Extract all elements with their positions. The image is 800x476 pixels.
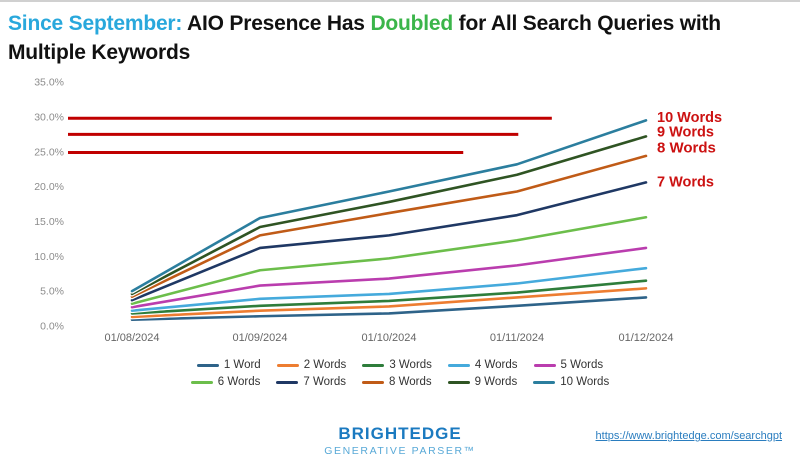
legend-item-2-words: 2 Words <box>276 359 347 371</box>
legend-swatch-4-words <box>447 363 470 367</box>
series-line-3-words <box>130 279 648 315</box>
x-axis-tick-label: 01/10/2024 <box>361 332 416 344</box>
legend-swatch-6-words <box>190 380 213 384</box>
annotation-label-8-words: 8 Words <box>657 140 716 157</box>
legend-swatch-10-words <box>533 380 556 384</box>
title-line: Since September: AIO Presence Has Double… <box>8 9 790 38</box>
annotation-label-10-words: 10 Words <box>657 110 722 126</box>
legend-item-3-words: 3 Words <box>362 359 432 371</box>
legend-item-6-words: 6 Words <box>190 376 261 388</box>
legend-label-1-word: 1 Word <box>223 359 261 371</box>
legend-label-10-words: 10 Words <box>560 376 610 388</box>
y-axis-tick-label: 5.0% <box>40 286 64 298</box>
chart-legend: 1 Word 2 Words 3 Words 4 Words 5 Words 6 Word… <box>0 359 800 388</box>
y-axis-tick-label: 0.0% <box>40 321 64 333</box>
legend-swatch-7-words <box>276 380 299 384</box>
series-line-5-words <box>130 246 648 309</box>
y-axis-tick-label: 10.0% <box>34 251 64 263</box>
legend-swatch-9-words <box>447 380 470 384</box>
series-line-2-words <box>130 287 648 319</box>
legend-item-4-words: 4 Words <box>447 359 518 371</box>
series-line-4-words <box>130 266 648 312</box>
title-line: Multiple Keywords <box>8 38 790 67</box>
y-axis-tick-label: 25.0% <box>34 146 64 158</box>
page-title: Since September: AIO Presence Has Double… <box>0 2 800 67</box>
legend-item-8-words: 8 Words <box>361 376 432 388</box>
legend-item-5-words: 5 Words <box>533 359 604 371</box>
legend-label-2-words: 2 Words <box>303 359 347 371</box>
title-segment: Doubled <box>370 12 454 35</box>
legend-label-5-words: 5 Words <box>560 359 604 371</box>
legend-label-3-words: 3 Words <box>389 359 432 371</box>
legend-row: 1 Word 2 Words 3 Words 4 Words 5 Words <box>196 359 604 371</box>
legend-label-8-words: 8 Words <box>388 376 432 388</box>
x-axis-tick-label: 01/09/2024 <box>232 332 287 344</box>
series-line-8-words <box>130 154 648 299</box>
series-line-9-words <box>130 135 648 296</box>
series-line-1-word <box>130 296 648 322</box>
title-segment: for All Search Queries with <box>453 12 721 35</box>
legend-item-9-words: 9 Words <box>447 376 518 388</box>
brand-name: BRIGHTEDGE <box>338 424 462 443</box>
legend-item-10-words: 10 Words <box>533 376 609 388</box>
y-axis-tick-label: 20.0% <box>34 181 64 193</box>
y-axis-tick-label: 30.0% <box>34 111 64 123</box>
legend-label-6-words: 6 Words <box>217 376 261 388</box>
y-axis-tick-label: 15.0% <box>34 216 64 228</box>
series-line-6-words <box>130 215 648 305</box>
annotation-label-7-words: 7 Words <box>657 175 714 191</box>
legend-label-4-words: 4 Words <box>474 359 518 371</box>
x-axis-tick-label: 01/08/2024 <box>104 332 159 344</box>
footer-link[interactable]: https://www.brightedge.com/searchgpt <box>595 430 782 442</box>
legend-label-9-words: 9 Words <box>474 376 518 388</box>
legend-row: 6 Words 7 Words 8 Words 9 Words 10 Words <box>190 376 609 388</box>
annotation-label-9-words: 9 Words <box>657 125 714 141</box>
brand-logo: BRIGHTEDGE GENERATIVE PARSER™ <box>324 424 476 457</box>
legend-swatch-2-words <box>276 363 299 367</box>
title-segment: AIO Presence Has <box>182 12 371 35</box>
title-segment: Since September: <box>8 12 183 35</box>
x-axis-tick-label: 01/11/2024 <box>490 332 544 344</box>
brand-subtitle: GENERATIVE PARSER™ <box>324 445 476 457</box>
legend-swatch-3-words <box>362 363 385 367</box>
legend-label-7-words: 7 Words <box>303 376 346 388</box>
chart: 0.0% 5.0% 10.0% 15.0% 20.0% 25.0% 30.0% 35.0% 01… <box>0 69 800 357</box>
footer: BRIGHTEDGE GENERATIVE PARSER™ https://ww… <box>0 420 800 476</box>
legend-swatch-1-word <box>196 363 219 367</box>
series-line-10-words <box>130 119 648 293</box>
legend-swatch-5-words <box>533 363 556 367</box>
legend-item-1-word: 1 Word <box>196 359 261 371</box>
legend-swatch-8-words <box>361 380 384 384</box>
chart-svg: 0.0% 5.0% 10.0% 15.0% 20.0% 25.0% 30.0% 35.0% 01… <box>34 77 722 344</box>
legend-item-7-words: 7 Words <box>276 376 346 388</box>
y-axis-tick-label: 35.0% <box>34 77 64 89</box>
title-segment: Multiple Keywords <box>8 41 191 64</box>
x-axis-tick-label: 01/12/2024 <box>618 332 673 344</box>
series-line-7-words <box>130 181 648 302</box>
